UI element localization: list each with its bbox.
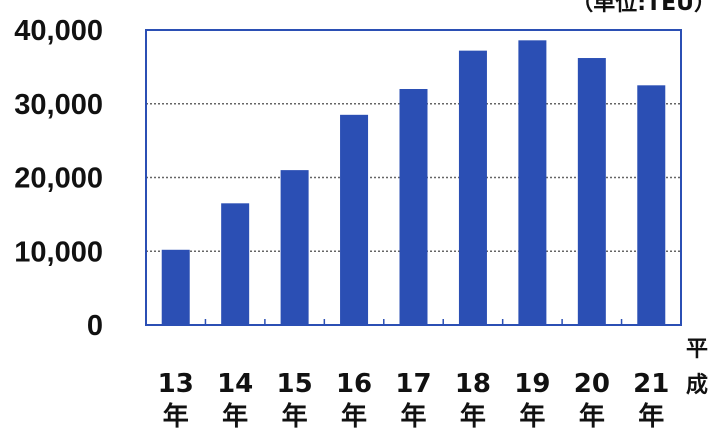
bar-20 [577, 58, 606, 326]
era-label-char: 成 [686, 373, 708, 398]
bar-17 [399, 89, 428, 325]
y-tick-label: 10,000 [14, 236, 103, 268]
x-category-suffix: 年 [638, 401, 664, 432]
x-category-number: 14 [217, 369, 253, 399]
era-label-char: 平 [686, 337, 708, 362]
bar-16 [340, 114, 369, 325]
y-tick-label: 20,000 [14, 163, 103, 195]
x-category-number: 18 [455, 369, 491, 399]
x-category-number: 19 [514, 369, 550, 399]
bar-19 [518, 40, 547, 325]
x-category-number: 20 [574, 369, 610, 399]
bar-13 [161, 249, 190, 325]
bar-21 [637, 85, 666, 325]
era-label: 平 成 [686, 337, 708, 398]
bar-14 [221, 203, 250, 325]
x-category-suffix: 年 [282, 401, 308, 432]
x-category-number: 16 [336, 369, 372, 399]
x-category-number: 15 [277, 369, 313, 399]
x-category-suffix: 年 [579, 401, 605, 432]
x-category-suffix: 年 [519, 401, 545, 432]
y-axis-tick-labels: 0 10,000 20,000 30,000 40,000 [14, 15, 103, 342]
x-category-suffix: 年 [400, 401, 426, 432]
x-category-suffix: 年 [460, 401, 486, 432]
unit-label: （単位:TEU） [571, 0, 714, 16]
y-tick-label: 40,000 [14, 15, 103, 47]
x-axis-ticks [204, 319, 623, 325]
x-category-number: 21 [633, 369, 669, 399]
plot-frame [145, 29, 682, 326]
x-category-suffix: 年 [222, 401, 248, 432]
x-category-suffix: 年 [341, 401, 367, 432]
y-tick-label: 0 [87, 310, 103, 342]
x-category-number: 13 [158, 369, 194, 399]
x-category-number: 17 [395, 369, 431, 399]
bar-18 [458, 50, 487, 326]
x-category-suffix: 年 [163, 401, 189, 432]
y-tick-label: 30,000 [14, 89, 103, 121]
bar-15 [280, 170, 309, 325]
bars [161, 40, 666, 326]
